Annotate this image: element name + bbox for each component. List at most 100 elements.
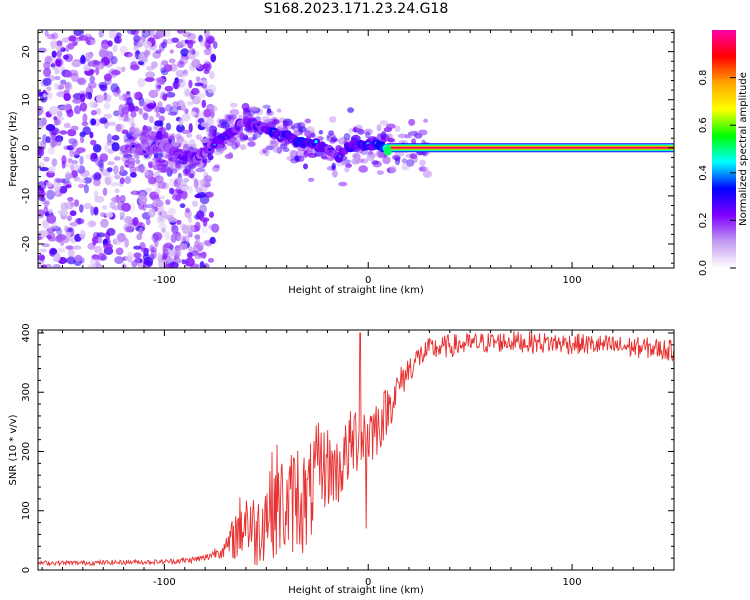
noise-blob	[88, 264, 98, 268]
noise-blob	[72, 139, 79, 147]
halo-blob	[409, 153, 418, 160]
halo-blob	[208, 127, 215, 134]
noise-blob	[209, 109, 215, 119]
noise-blob	[74, 105, 81, 115]
noise-blob	[86, 39, 91, 45]
halo-blob	[164, 154, 172, 159]
spectral-ridge	[119, 115, 674, 164]
noise-blob	[66, 256, 76, 265]
noise-blob	[46, 91, 53, 100]
noise-blob	[175, 79, 184, 83]
halo-blob	[175, 157, 181, 166]
x-tick-label: 100	[563, 577, 582, 588]
noise-blob	[95, 107, 102, 115]
noise-blob	[175, 69, 184, 78]
noise-blob	[126, 30, 137, 35]
noise-blob	[59, 130, 68, 135]
halo-blob	[296, 149, 307, 158]
halo-blob	[137, 130, 148, 138]
noise-blob	[46, 227, 56, 233]
noise-blob	[198, 34, 204, 43]
halo-blob	[126, 157, 136, 165]
ridge-core	[314, 140, 318, 144]
noise-blob	[95, 173, 102, 180]
halo-blob	[309, 132, 316, 138]
noise-blob	[70, 143, 77, 151]
noise-blob	[165, 104, 173, 112]
noise-blob	[41, 117, 47, 126]
noise-blob	[209, 105, 218, 112]
y-tick-label: 300	[21, 383, 32, 402]
noise-blob	[71, 60, 81, 68]
colorbar-tick-label: 0.6	[698, 117, 709, 133]
noise-blob	[203, 171, 209, 178]
noise-blob	[183, 86, 191, 94]
noise-blob	[169, 187, 175, 195]
noise-blob	[126, 96, 133, 106]
noise-blob	[102, 187, 108, 196]
noise-blob	[72, 160, 78, 165]
noise-blob	[82, 177, 93, 184]
halo-blob	[249, 106, 259, 112]
halo-blob	[397, 133, 408, 139]
noise-blob	[79, 229, 86, 239]
noise-blob	[193, 178, 199, 189]
noise-blob	[68, 35, 77, 42]
halo-blob	[238, 114, 243, 120]
noise-blob	[124, 237, 129, 248]
noise-blob	[65, 173, 73, 179]
noise-blob	[100, 212, 106, 217]
halo-blob	[408, 133, 413, 139]
halo-blob	[134, 166, 145, 172]
noise-blob	[86, 53, 93, 60]
halo-blob	[155, 159, 162, 167]
noise-blob	[200, 38, 206, 47]
noise-blob	[164, 231, 170, 241]
halo-blob	[228, 152, 234, 159]
noise-blob	[177, 177, 182, 185]
noise-blob	[133, 245, 142, 250]
halo-blob	[354, 134, 359, 139]
halo-blob	[320, 155, 328, 160]
noise-blob	[56, 64, 62, 75]
noise-blob	[191, 87, 200, 96]
noise-blob	[199, 217, 210, 223]
halo-blob	[243, 108, 249, 115]
noise-blob	[201, 157, 208, 164]
noise-blob	[171, 224, 179, 235]
noise-blob	[93, 178, 101, 187]
halo-blob	[394, 158, 401, 166]
noise-blob	[201, 227, 208, 234]
snr-series	[38, 331, 674, 567]
spectrogram-y-label: Frequency (Hz)	[8, 111, 19, 187]
noise-blob	[176, 219, 182, 225]
noise-blob	[92, 239, 97, 246]
noise-blob	[171, 168, 178, 175]
noise-blob	[51, 32, 59, 40]
noise-blob	[56, 233, 67, 241]
halo-blob	[159, 159, 169, 167]
noise-blob	[43, 67, 52, 78]
halo-blob	[265, 145, 275, 150]
noise-blob	[82, 113, 88, 123]
noise-blob	[110, 197, 120, 202]
halo-blob	[146, 134, 155, 141]
noise-blob	[56, 50, 63, 58]
noise-blob	[43, 200, 50, 207]
noise-blob	[77, 77, 87, 86]
noise-blob	[66, 108, 74, 118]
noise-blob	[53, 82, 60, 90]
noise-blob	[82, 126, 91, 135]
noise-blob	[194, 234, 201, 240]
noise-blob	[55, 186, 60, 196]
noise-blob	[89, 75, 96, 83]
noise-blob	[47, 166, 56, 174]
noise-blob	[191, 200, 199, 207]
noise-blob	[42, 93, 47, 98]
y-tick-label: 400	[21, 323, 32, 342]
noise-blob	[48, 208, 54, 215]
noise-blob	[124, 255, 134, 261]
noise-blob	[121, 106, 130, 115]
y-tick-label: 20	[21, 45, 32, 58]
noise-blob	[89, 220, 97, 227]
